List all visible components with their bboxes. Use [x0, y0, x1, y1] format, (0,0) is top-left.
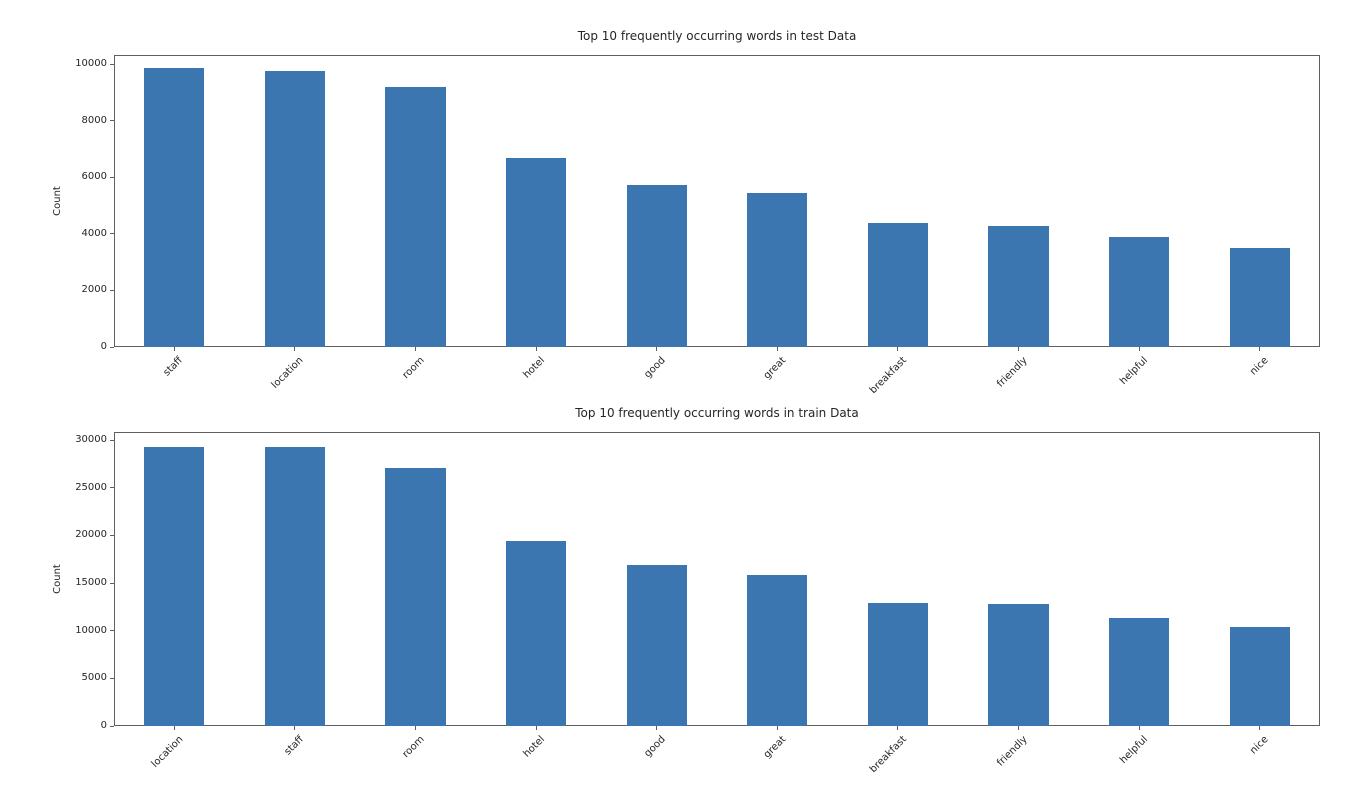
y-tick-mark [110, 487, 114, 489]
y-tick-label: 8000 [81, 114, 107, 126]
x-tick-label-great: great [761, 734, 789, 761]
y-tick-mark [110, 534, 114, 536]
bar-great [747, 192, 808, 347]
y-tick-label: 10000 [75, 624, 107, 636]
x-tick-mark [415, 726, 416, 730]
x-tick-mark [173, 347, 175, 351]
x-tick-mark [1259, 726, 1261, 730]
y-tick-label: 20000 [75, 529, 107, 541]
y-tick-label: 2000 [81, 284, 107, 296]
x-tick-mark [656, 347, 658, 351]
bar-friendly [988, 225, 1049, 347]
bar-great [747, 575, 808, 726]
y-tick-mark [110, 63, 114, 65]
y-tick-mark [110, 233, 114, 235]
y-tick-mark [110, 346, 114, 348]
y-tick-mark [110, 630, 114, 632]
x-tick-mark [776, 347, 778, 351]
y-tick-mark [110, 289, 114, 291]
x-tick-label-hotel: hotel [521, 734, 547, 760]
y-tick-label: 25000 [75, 481, 107, 493]
x-tick-mark [535, 347, 537, 351]
x-tick-label-staff: staff [282, 734, 306, 758]
y-tick-mark [110, 120, 114, 122]
x-tick-mark [1018, 726, 1019, 730]
x-tick-label-breakfast: breakfast [867, 734, 909, 776]
bar-staff [144, 68, 205, 347]
x-tick-mark [776, 726, 778, 730]
bar-location [264, 71, 326, 347]
y-tick-label: 30000 [75, 434, 107, 445]
y-tick-mark [110, 725, 114, 727]
x-tick-mark [897, 347, 899, 351]
x-tick-label-helpful: helpful [1117, 734, 1150, 767]
bar-nice [1229, 247, 1290, 347]
x-tick-mark [1018, 347, 1019, 351]
x-tick-mark [1138, 726, 1140, 730]
bar-hotel [505, 157, 567, 347]
x-tick-mark [535, 726, 537, 730]
x-tick-mark [1259, 347, 1261, 351]
bar-breakfast [867, 602, 929, 726]
y-tick-label: 5000 [81, 672, 107, 684]
x-tick-mark [656, 726, 658, 730]
bar-helpful [1108, 236, 1170, 347]
chart-title: Top 10 frequently occurring words in tes… [577, 29, 857, 43]
x-tick-mark [294, 726, 296, 730]
y-tick-mark [110, 439, 114, 441]
y-tick-mark [110, 582, 114, 584]
x-tick-mark [1138, 347, 1140, 351]
plot-area [114, 55, 1320, 347]
x-tick-label-nice: nice [1247, 734, 1271, 757]
bar-location [144, 446, 205, 726]
y-tick-mark [110, 677, 114, 679]
x-tick-label-location: location [149, 734, 186, 770]
x-tick-label-friendly: friendly [994, 734, 1030, 769]
bar-room [385, 86, 446, 347]
y-tick-label: 4000 [81, 227, 107, 239]
bar-breakfast [867, 223, 929, 347]
chart-title: Top 10 frequently occurring words in tra… [575, 406, 859, 420]
plot-area [114, 432, 1320, 726]
bar-good [626, 185, 687, 347]
bar-helpful [1108, 617, 1170, 726]
y-tick-label: 15000 [75, 577, 107, 588]
bar-hotel [505, 541, 567, 726]
y-tick-mark [110, 176, 114, 178]
x-tick-mark [294, 347, 296, 351]
bar-staff [264, 447, 326, 726]
x-tick-label-room: room [400, 734, 427, 761]
x-tick-label-good: good [642, 734, 668, 760]
bar-room [385, 467, 446, 726]
x-tick-mark [173, 726, 175, 730]
bar-friendly [988, 603, 1049, 726]
x-tick-mark [897, 726, 899, 730]
x-tick-mark [415, 347, 416, 351]
y-tick-label: 0 [100, 720, 107, 731]
bar-nice [1229, 626, 1290, 726]
y-tick-label: 0 [100, 341, 107, 352]
y-tick-label: 10000 [75, 58, 107, 70]
bar-good [626, 564, 687, 726]
y-tick-label: 6000 [81, 171, 107, 183]
